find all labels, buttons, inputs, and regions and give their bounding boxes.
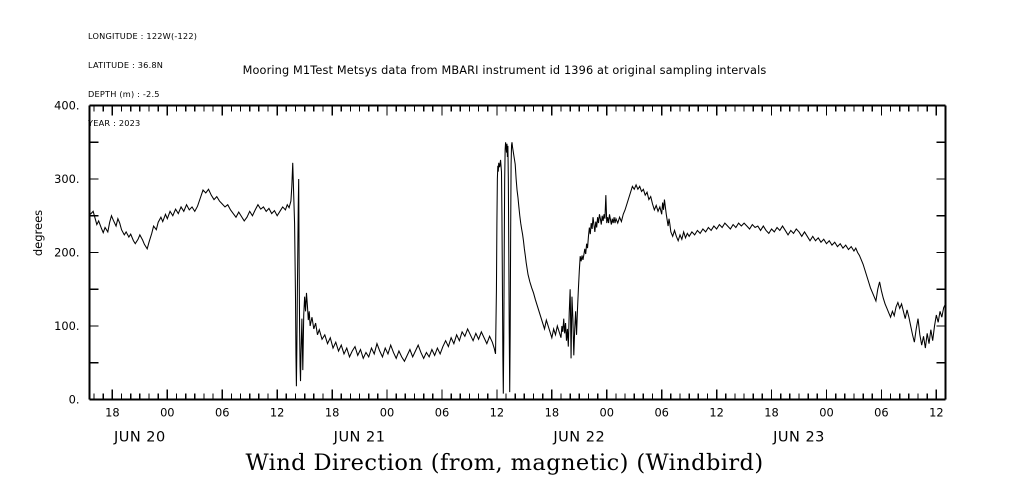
x-day-label: JUN 20	[113, 430, 166, 446]
x-tick-label: 00	[160, 406, 175, 420]
x-tick-label: 18	[545, 406, 560, 420]
y-tick-label: 200.	[54, 246, 79, 260]
x-tick-label: 06	[215, 406, 230, 420]
figure-caption: Wind Direction (from, magnetic) (Windbir…	[245, 450, 764, 476]
y-axis-tick-labels: 0. 100. 200. 300. 400.	[54, 99, 79, 407]
x-axis-ticks	[93, 105, 947, 400]
metadata-year: YEAR : 2023	[88, 117, 141, 128]
x-day-label: JUN 23	[772, 430, 825, 446]
x-tick-label: 12	[490, 406, 505, 420]
x-tick-label: 00	[380, 406, 395, 420]
x-axis-tick-labels: 18 00 06 12 18 00 06 12 18 00 06 12 18 00 06 12	[105, 406, 943, 420]
x-axis-day-labels: JUN 20 JUN 21 JUN 22 JUN 23	[113, 430, 825, 446]
x-tick-label: 18	[105, 406, 120, 420]
y-axis-ticks	[89, 104, 946, 401]
x-day-label: JUN 21	[333, 430, 386, 446]
x-tick-label: 06	[435, 406, 450, 420]
x-tick-label: 12	[270, 406, 285, 420]
station-metadata-block: LONGITUDE : 122W(-122) LATITUDE : 36.8N …	[88, 13, 197, 147]
x-tick-label: 12	[709, 406, 724, 420]
plot-frame	[88, 104, 947, 401]
metadata-longitude: LONGITUDE : 122W(-122)	[88, 31, 198, 42]
x-tick-label: 00	[819, 406, 834, 420]
data-series-line	[90, 142, 946, 394]
x-tick-label: 18	[325, 406, 340, 420]
metadata-depth: DEPTH (m) : -2.5	[88, 88, 160, 99]
metadata-latitude: LATITUDE : 36.8N	[88, 59, 164, 70]
x-tick-label: 06	[874, 406, 889, 420]
y-tick-label: 100.	[54, 319, 79, 333]
x-tick-label: 06	[654, 406, 669, 420]
x-day-label: JUN 22	[552, 430, 605, 446]
x-tick-label: 12	[929, 406, 944, 420]
y-tick-label: 400.	[54, 99, 79, 113]
plot-title: Mooring M1Test Metsys data from MBARI in…	[242, 64, 767, 77]
x-tick-label: 18	[764, 406, 779, 420]
y-tick-label: 0.	[69, 393, 80, 407]
y-tick-label: 300.	[54, 172, 79, 186]
x-tick-label: 00	[600, 406, 615, 420]
data-series-group	[90, 142, 946, 394]
